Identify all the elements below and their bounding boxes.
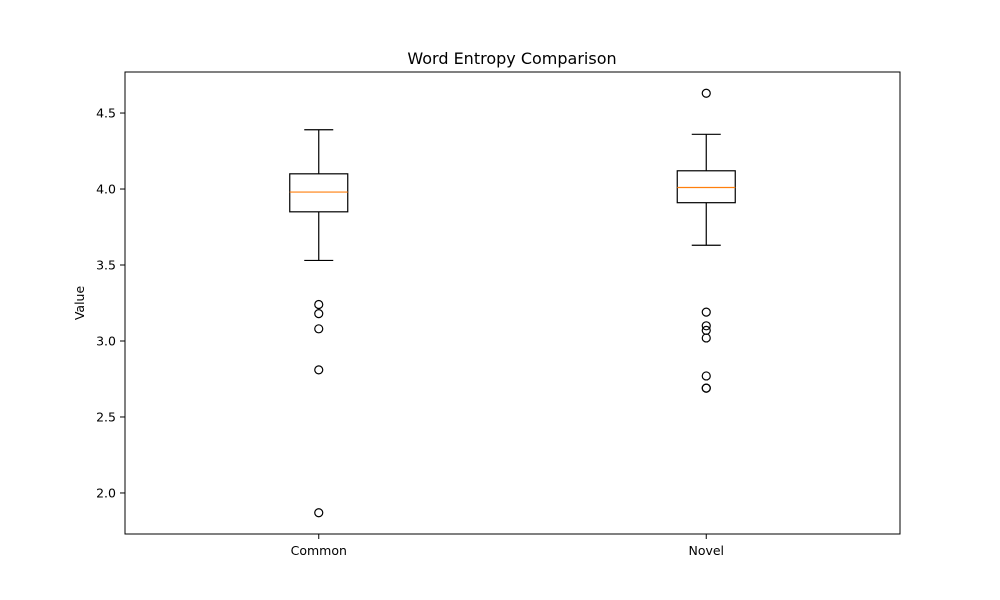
y-tick-label: 2.5 — [96, 409, 116, 424]
y-tick-label: 3.5 — [96, 258, 116, 273]
box-series — [289, 88, 736, 518]
iqr-box — [676, 170, 736, 204]
y-tick-label: 4.0 — [96, 182, 116, 197]
outlier-point — [314, 508, 324, 518]
outlier-point — [314, 324, 324, 334]
outlier-point — [701, 321, 711, 331]
chart-title: Word Entropy Comparison — [407, 49, 616, 68]
x-axis-ticks: Common Novel — [291, 534, 724, 558]
outlier-point — [314, 299, 324, 310]
outlier-point — [314, 309, 324, 319]
x-tick-label: Novel — [688, 543, 724, 558]
box-common — [289, 129, 349, 518]
outlier-point — [701, 333, 711, 343]
outlier-point — [701, 371, 711, 381]
outlier-point — [314, 365, 324, 375]
x-tick-label: Common — [291, 543, 347, 558]
outlier-point — [701, 88, 711, 98]
y-axis-label: Value — [72, 286, 87, 321]
y-tick-label: 2.0 — [96, 485, 116, 500]
y-tick-label: 4.5 — [96, 106, 116, 121]
y-tick-label: 3.0 — [96, 333, 116, 348]
outlier-point — [701, 307, 711, 317]
plot-frame — [124, 71, 901, 535]
iqr-box — [289, 173, 349, 213]
y-axis-ticks: 2.0 2.5 3.0 3.5 4.0 4.5 — [96, 106, 125, 500]
box-novel — [676, 88, 736, 393]
outlier-point — [701, 383, 711, 393]
